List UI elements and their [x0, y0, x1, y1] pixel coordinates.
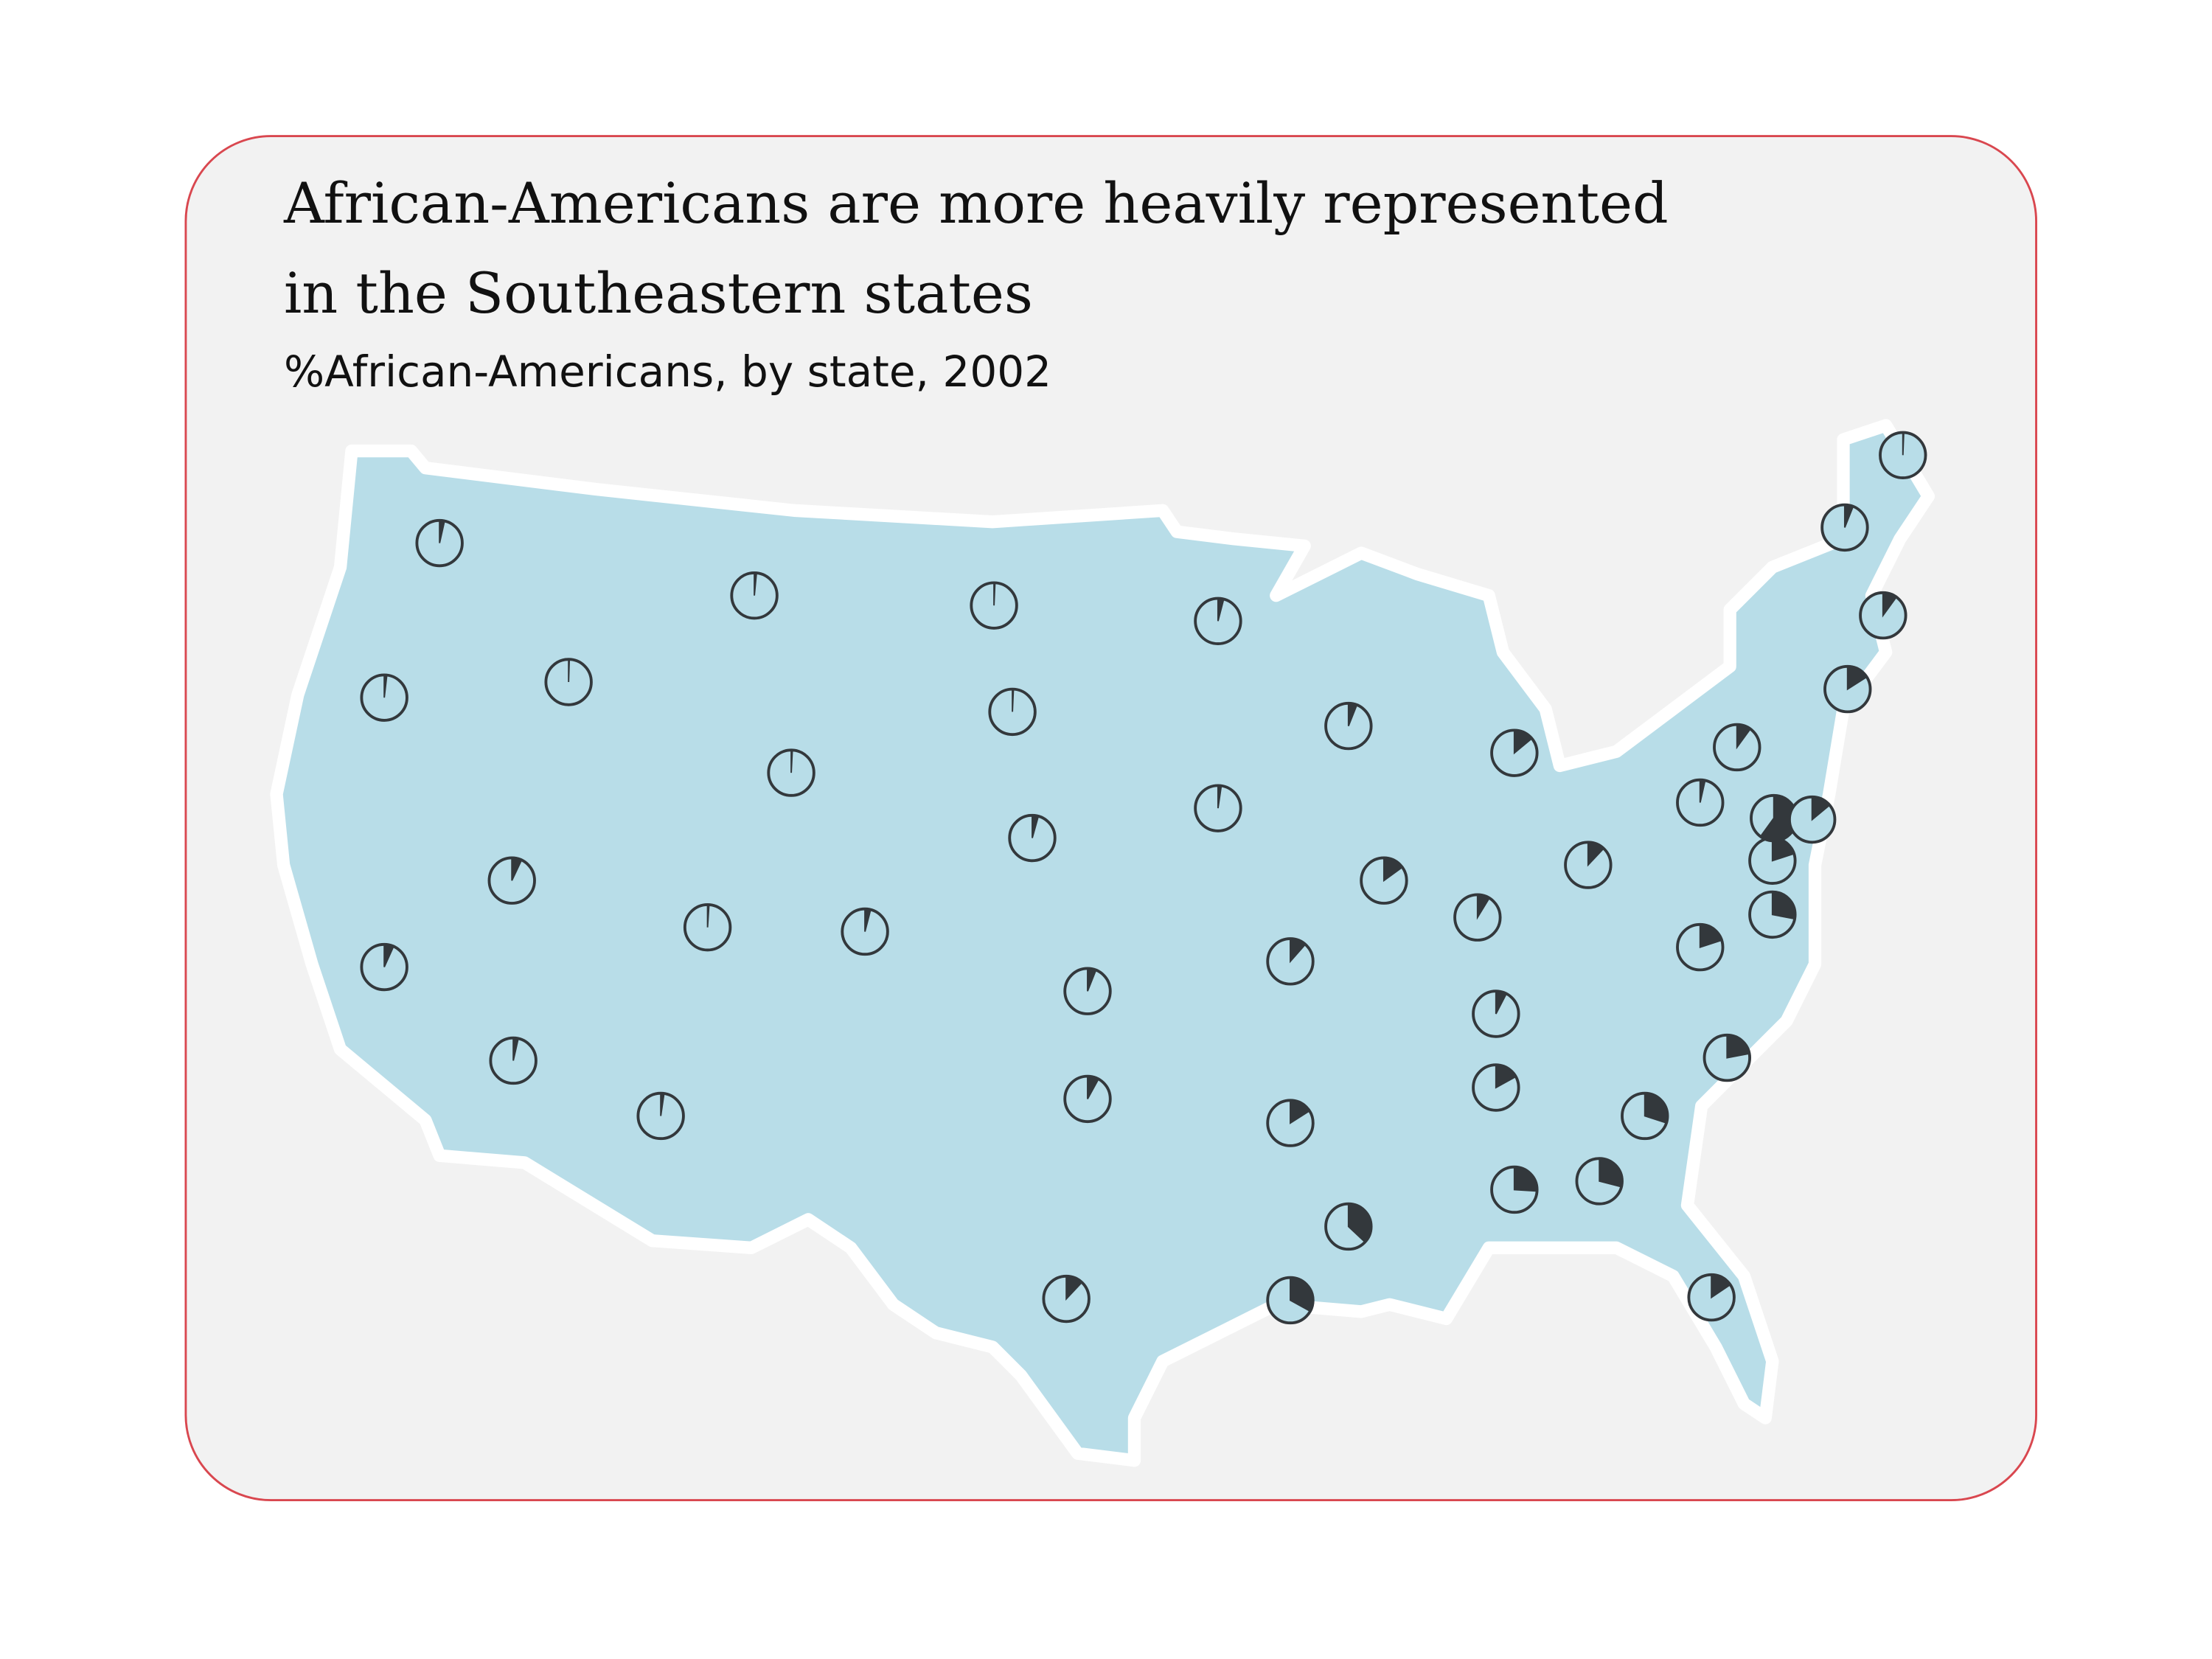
pie-wedge — [1347, 1203, 1372, 1243]
pie-wedge — [1726, 1034, 1750, 1059]
pie-wedge — [1771, 891, 1796, 920]
pie-wedge — [511, 857, 523, 881]
pie-wedge — [1846, 665, 1868, 691]
pie-wedge — [754, 571, 758, 596]
pie-wedge — [1699, 923, 1723, 948]
pie-wedge — [1087, 1075, 1100, 1099]
pie-wedge — [1476, 894, 1491, 920]
pie-wedge — [1711, 1273, 1731, 1299]
pie-wedge — [383, 674, 388, 698]
pie-wedge — [864, 908, 872, 932]
pie-wedge — [1599, 1158, 1623, 1188]
pie-wedge — [512, 1037, 520, 1061]
pie-wedge — [1882, 591, 1898, 618]
pie-wedge — [1902, 431, 1905, 456]
subtitle: %African-Americans, by state, 2002 — [284, 347, 1052, 397]
pies — [360, 431, 1927, 1325]
pie-wedge — [1587, 841, 1605, 867]
pie-wedge — [1290, 1276, 1314, 1312]
pie-wedge — [1736, 723, 1752, 750]
pie-wedge — [1699, 779, 1706, 803]
pie-wedge — [1811, 796, 1831, 821]
pie-wedge — [1217, 785, 1222, 809]
pie-wedge — [706, 903, 710, 928]
pie-wedge — [439, 519, 446, 543]
pie-wedge — [1513, 1166, 1538, 1192]
pie-wedge — [1217, 597, 1225, 622]
pie-wedge — [1290, 1099, 1311, 1124]
pie-wedge — [993, 582, 996, 606]
pie-wedge — [1290, 938, 1307, 964]
pie-wedge — [1843, 504, 1854, 528]
pie-wedge — [1513, 729, 1533, 755]
pie-wedge — [660, 1092, 665, 1116]
pie-wedge — [1644, 1092, 1669, 1124]
pie-wedge — [568, 658, 571, 683]
pie-wedge — [1012, 688, 1015, 712]
pie-wedge — [1382, 857, 1404, 883]
pie-wedge — [790, 749, 793, 773]
title: African-Americans are more heavily repre… — [284, 170, 1669, 326]
pie-wedge — [1032, 814, 1040, 838]
pie-wedge — [1065, 1275, 1083, 1301]
pie-wedge — [1495, 1064, 1517, 1089]
pie-wedge — [1087, 967, 1097, 992]
pie-wedge — [383, 943, 394, 967]
pie-wedge — [1495, 990, 1508, 1015]
pie-wedge — [1347, 702, 1358, 726]
